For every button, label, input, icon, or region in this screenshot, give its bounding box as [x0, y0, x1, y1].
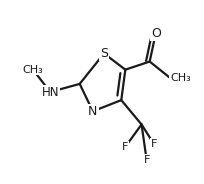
Text: CH₃: CH₃	[170, 73, 191, 83]
Text: N: N	[88, 105, 98, 118]
Text: HN: HN	[41, 86, 59, 98]
Text: F: F	[151, 139, 157, 149]
Text: CH₃: CH₃	[23, 65, 43, 75]
Text: O: O	[151, 27, 161, 40]
Text: S: S	[100, 47, 108, 60]
Text: F: F	[143, 155, 150, 165]
Text: F: F	[122, 142, 129, 152]
